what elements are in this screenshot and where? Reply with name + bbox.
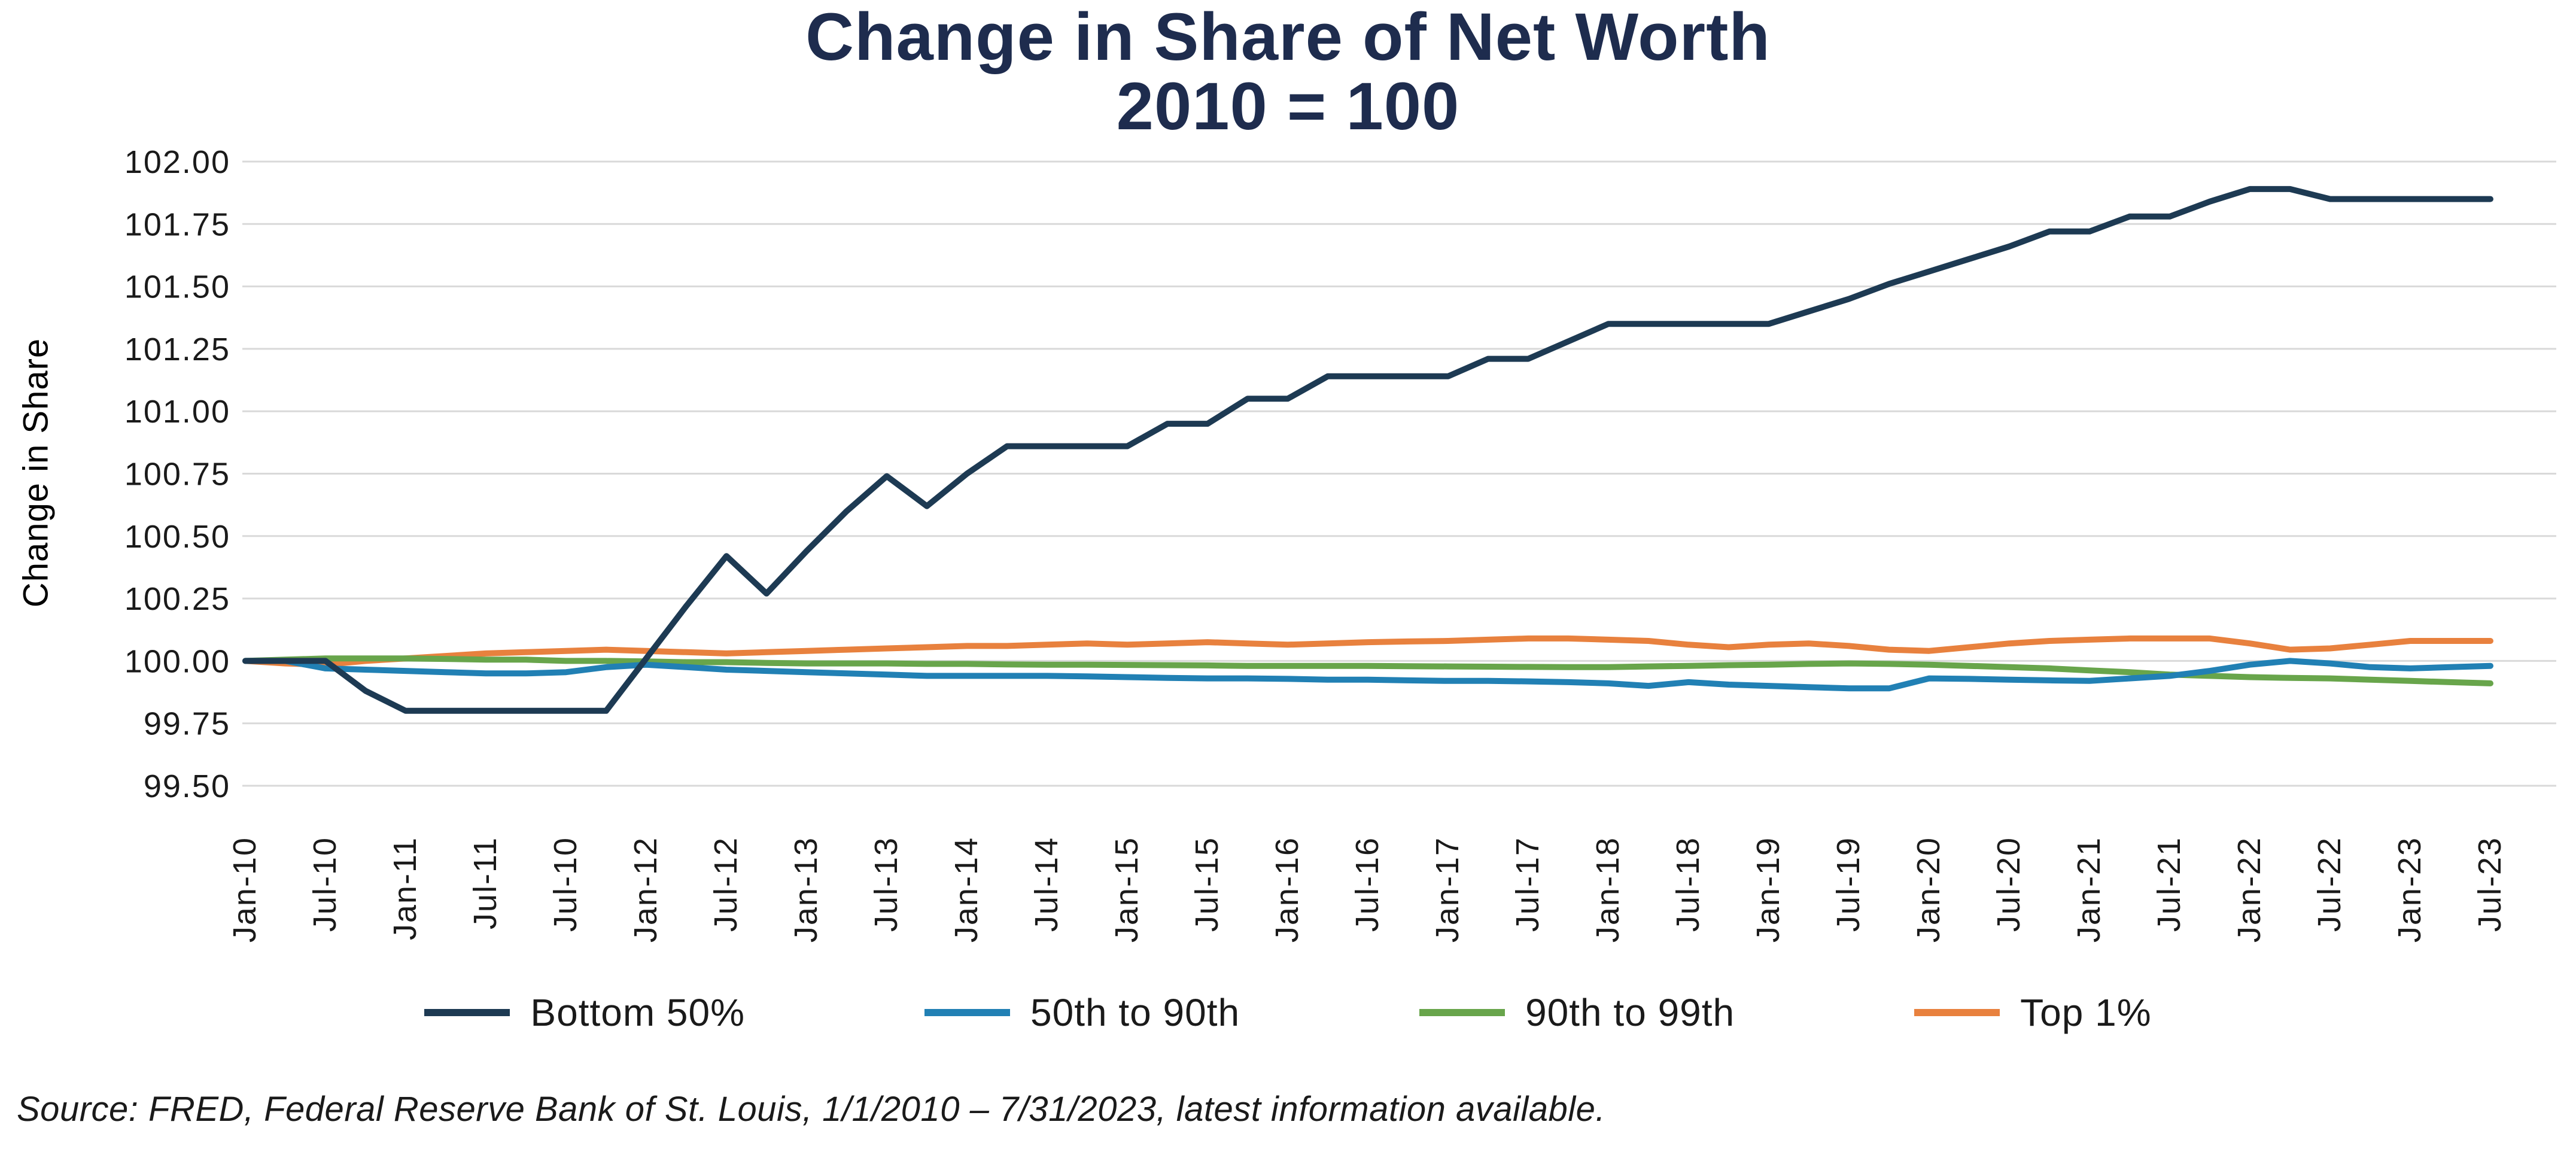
legend-item: 50th to 90th <box>924 990 1240 1035</box>
x-tick-label: Jan-11 <box>387 837 423 940</box>
legend-label: 90th to 99th <box>1525 991 1735 1034</box>
series-line-top-1- <box>242 635 2493 668</box>
x-tick-label: Jan-10 <box>227 837 263 943</box>
x-tick-label: Jan-21 <box>2071 837 2107 943</box>
x-tick-label: Jul-10 <box>307 837 343 932</box>
legend-item: 90th to 99th <box>1419 990 1735 1035</box>
x-tick-label: Jan-23 <box>2392 837 2428 943</box>
legend-swatch-icon <box>924 1009 1011 1016</box>
x-tick-label: Jul-16 <box>1349 837 1385 932</box>
x-tick-label: Jul-10 <box>548 837 583 932</box>
x-tick-label: Jan-19 <box>1750 837 1786 943</box>
y-tick-label: 99.50 <box>144 768 230 804</box>
x-tick-label: Jul-23 <box>2472 837 2508 932</box>
y-tick-label: 100.50 <box>124 519 230 555</box>
x-tick-label: Jul-22 <box>2312 837 2347 932</box>
x-tick-label: Jan-12 <box>628 837 664 943</box>
x-tick-label: Jul-18 <box>1670 837 1706 932</box>
legend-swatch-icon <box>424 1009 510 1016</box>
chart-subtitle: 2010 = 100 <box>1116 69 1460 144</box>
y-tick-label: 101.75 <box>124 206 230 242</box>
x-tick-label: Jan-22 <box>2231 837 2267 943</box>
legend-label: 50th to 90th <box>1030 991 1240 1034</box>
chart-title: Change in Share of Net Worth <box>805 0 1771 74</box>
x-tick-label: Jul-12 <box>708 837 744 932</box>
legend-label: Bottom 50% <box>530 991 746 1034</box>
y-tick-label: 100.75 <box>124 457 230 493</box>
x-tick-label: Jul-11 <box>467 837 503 929</box>
y-tick-label: 101.25 <box>124 332 230 367</box>
legend-swatch-icon <box>1914 1009 2000 1016</box>
x-tick-label: Jan-15 <box>1109 837 1145 943</box>
y-tick-label: 101.50 <box>124 269 230 305</box>
x-tick-label: Jul-21 <box>2151 837 2187 932</box>
y-tick-label: 102.00 <box>124 144 230 180</box>
y-tick-label: 100.25 <box>124 581 230 617</box>
x-tick-label: Jan-17 <box>1430 837 1465 943</box>
x-tick-label: Jul-17 <box>1510 837 1546 932</box>
y-tick-label: 100.00 <box>124 643 230 679</box>
legend-label: Top 1% <box>2020 991 2152 1034</box>
x-tick-label: Jul-19 <box>1830 837 1866 932</box>
legend-swatch-icon <box>1419 1009 1506 1016</box>
x-tick-label: Jan-14 <box>948 837 984 943</box>
x-tick-label: Jul-14 <box>1029 837 1065 932</box>
x-tick-label: Jul-15 <box>1189 837 1225 932</box>
x-tick-label: Jan-13 <box>788 837 824 943</box>
x-tick-label: Jan-20 <box>1911 837 1947 943</box>
legend: Bottom 50% 50th to 90th 90th to 99th Top 1% <box>0 990 2576 1035</box>
chart-title-block: Change in Share of Net Worth 2010 = 100 <box>0 2 2576 142</box>
series-line-bottom-50- <box>242 186 2493 714</box>
series-line-50th-to-90th <box>242 658 2493 692</box>
x-tick-label: Jul-13 <box>868 837 904 932</box>
legend-item: Bottom 50% <box>424 990 745 1035</box>
y-tick-label: 101.00 <box>124 394 230 430</box>
x-tick-label: Jul-20 <box>1991 837 2027 932</box>
x-tick-label: Jan-18 <box>1590 837 1626 943</box>
x-tick-label: Jan-16 <box>1269 837 1305 943</box>
series-line-90th-to-99th <box>242 655 2493 686</box>
y-tick-label: 99.75 <box>144 706 230 742</box>
source-note: Source: FRED, Federal Reserve Bank of St… <box>17 1090 1606 1129</box>
legend-item: Top 1% <box>1914 990 2151 1035</box>
